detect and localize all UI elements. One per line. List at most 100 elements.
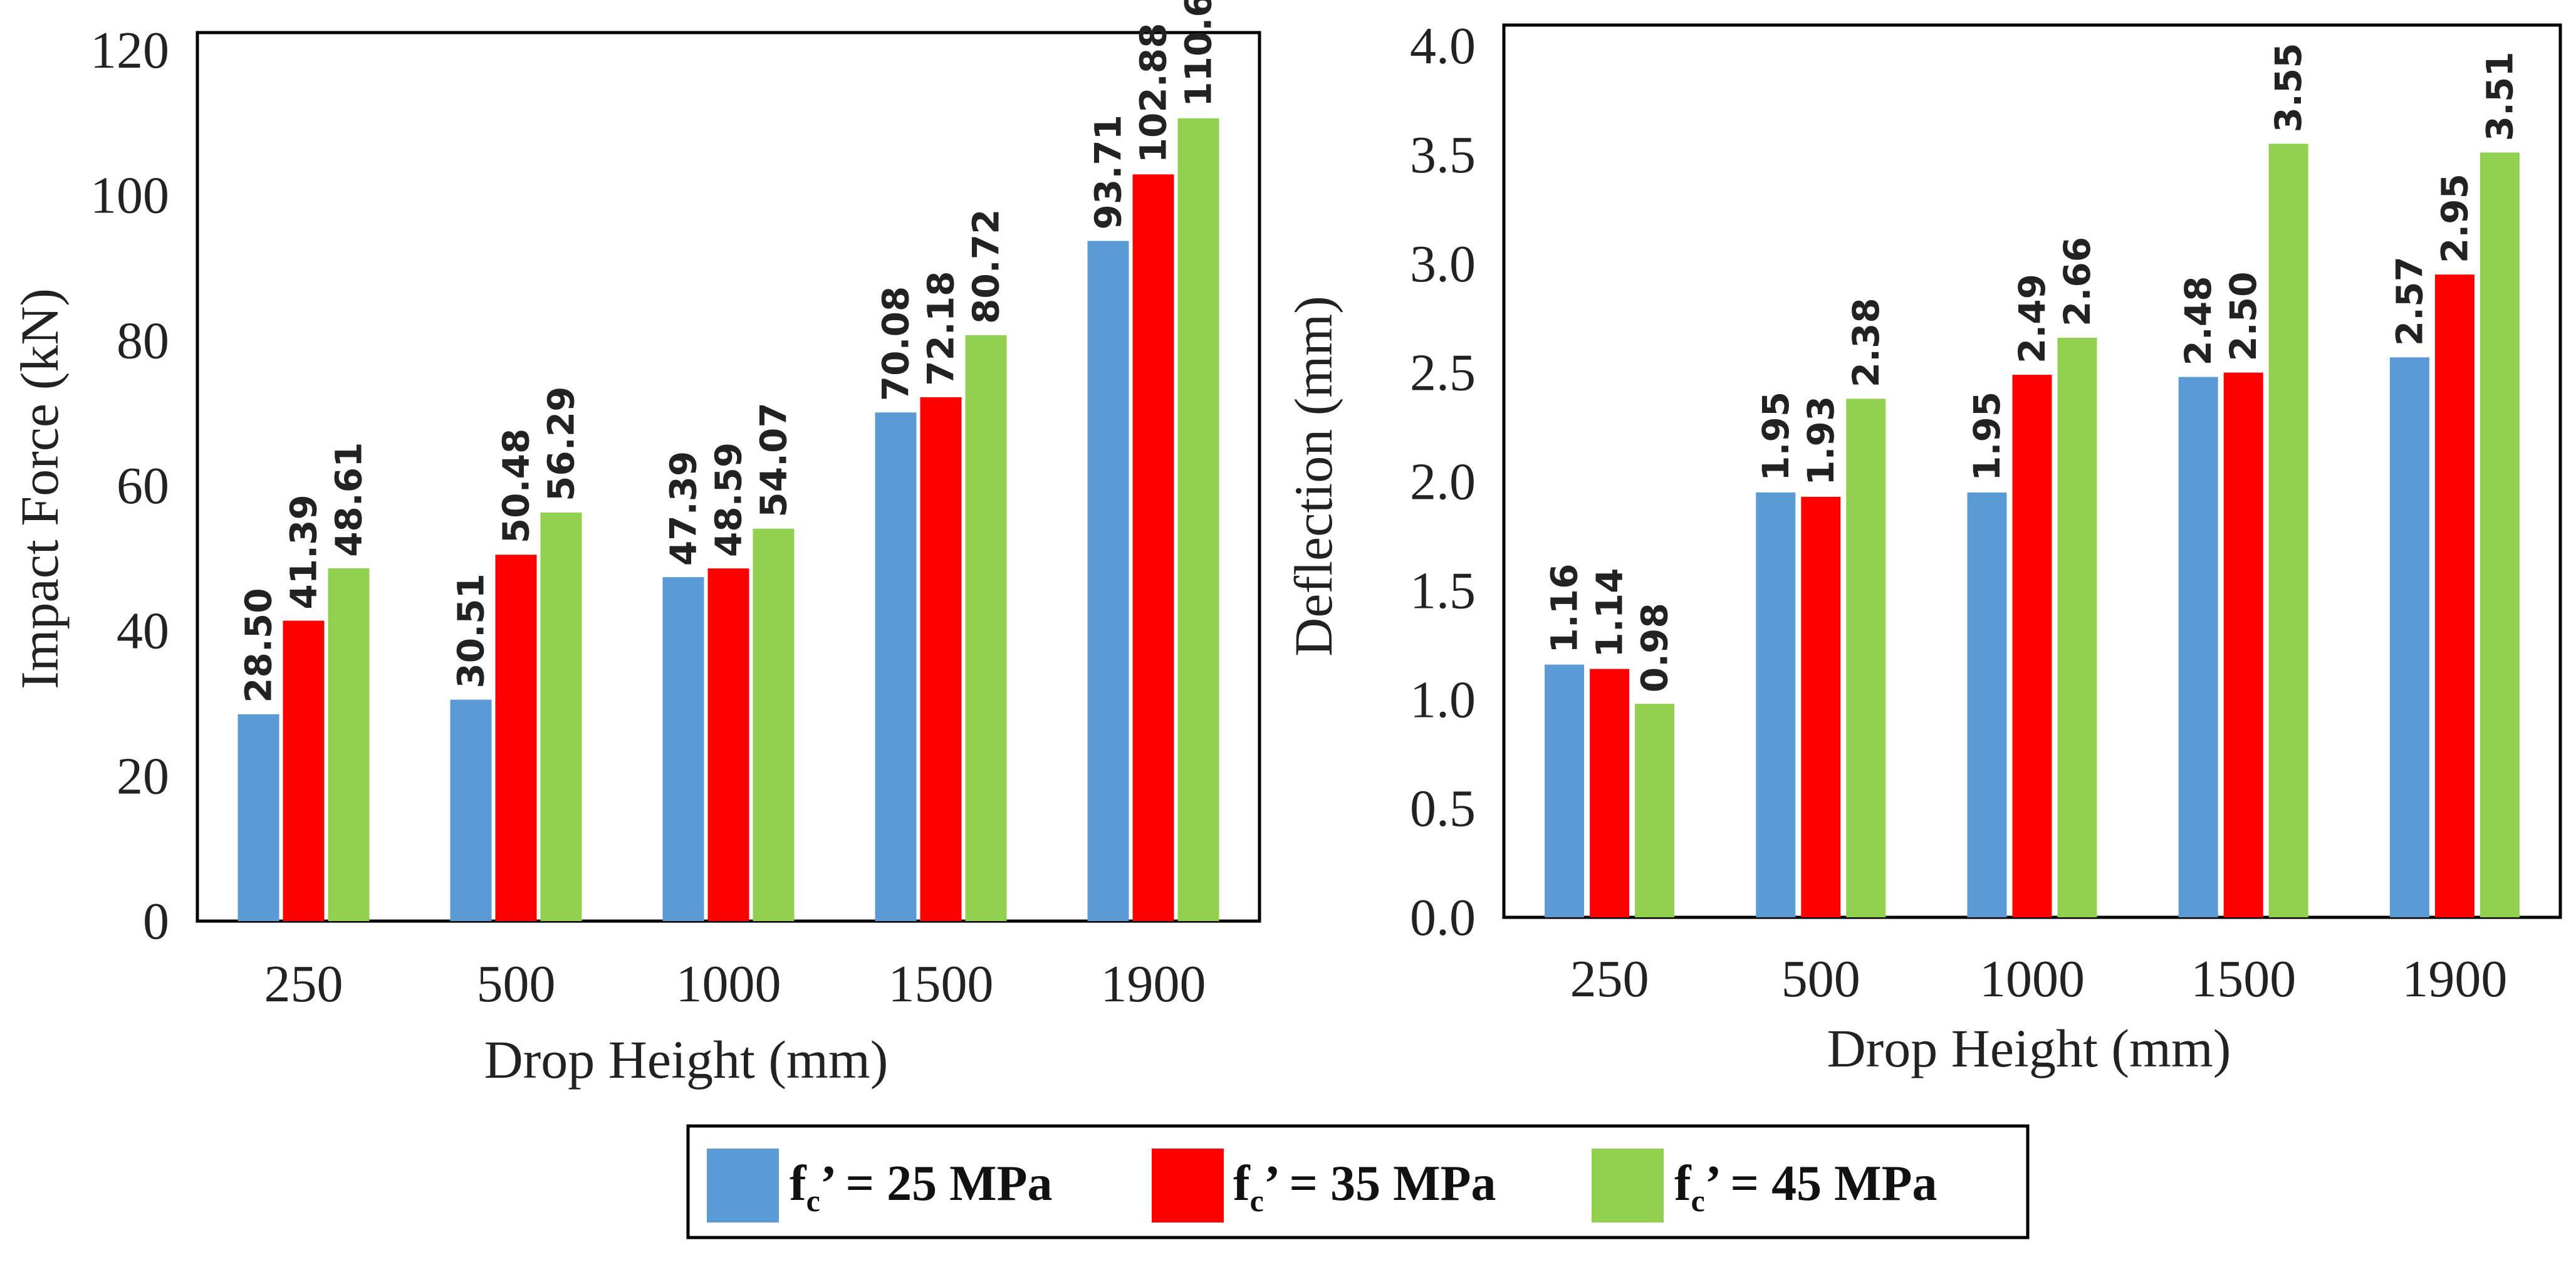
impact-data-label: 110.61: [1177, 0, 1220, 107]
deflection-data-label: 1.14: [1588, 568, 1631, 657]
deflection-data-label: 1.93: [1800, 396, 1842, 486]
legend-label-25mpa-base: f: [790, 1156, 807, 1211]
impact-data-label: 102.88: [1132, 23, 1175, 163]
deflection-x-ticks: 250 500 1000 1500 1900: [1570, 950, 2508, 1008]
legend-label-45mpa-sub: c: [1691, 1183, 1705, 1218]
deflection-bar: [1967, 492, 2007, 917]
impact-bar: [875, 412, 917, 921]
impact-bar: [328, 568, 370, 921]
legend-label-35mpa-base: f: [1233, 1156, 1251, 1211]
deflection-x-tick-label: 1000: [1979, 950, 2085, 1008]
legend-label-45mpa-rest: ’ = 45 MPa: [1705, 1156, 1937, 1211]
impact-x-tick-label: 1500: [889, 955, 994, 1013]
impact-x-axis-title: Drop Height (mm): [484, 1030, 889, 1090]
impact-bar: [540, 512, 582, 921]
impact-y-tick-label: 60: [117, 457, 169, 515]
impact-bar: [920, 397, 962, 921]
impact-bar: [1177, 118, 1219, 922]
impact-bar: [495, 555, 537, 921]
impact-data-label: 48.61: [328, 442, 370, 556]
impact-data-label: 93.71: [1087, 115, 1130, 229]
impact-y-tick-label: 20: [117, 747, 169, 805]
impact-data-label: 50.48: [495, 429, 538, 543]
deflection-data-label: 2.57: [2388, 256, 2431, 346]
impact-y-axis-title: Impact Force (kN): [9, 288, 70, 689]
deflection-data-label: 3.51: [2478, 51, 2521, 141]
impact-data-label: 72.18: [920, 271, 962, 385]
impact-x-tick-label: 500: [477, 955, 556, 1013]
deflection-bar: [2012, 375, 2052, 917]
deflection-data-label: 2.48: [2177, 276, 2219, 365]
impact-data-label: 56.29: [540, 387, 583, 501]
impact-bar: [707, 568, 749, 921]
impact-x-ticks: 250 500 1000 1500 1900: [264, 955, 1206, 1013]
impact-bar: [1087, 241, 1129, 921]
deflection-y-tick-label: 1.5: [1410, 561, 1476, 620]
legend-item-25mpa: fc’ = 25 MPa: [707, 1149, 1053, 1222]
deflection-bar: [1846, 399, 1886, 917]
deflection-data-label: 2.49: [2011, 274, 2053, 363]
legend-label-35mpa-sub: c: [1250, 1183, 1264, 1218]
impact-bar: [1132, 174, 1174, 922]
legend-label-25mpa-sub: c: [806, 1183, 820, 1218]
legend-label-25mpa: fc’ = 25 MPa: [790, 1156, 1053, 1218]
impact-data-label: 30.51: [450, 573, 493, 688]
deflection-x-axis-title: Drop Height (mm): [1827, 1018, 2231, 1078]
impact-y-ticks: 0 20 40 60 80 100 120: [90, 21, 169, 951]
impact-data-label: 48.59: [707, 442, 750, 557]
deflection-bar: [1545, 664, 1585, 917]
deflection-y-tick-label: 3.5: [1410, 126, 1476, 184]
deflection-x-tick-label: 250: [1570, 950, 1649, 1008]
deflection-chart: 0.0 0.5 1.0 1.5 2.0 2.5 3.0 3.5 4.0 1.16 1.14 0.98…: [1283, 17, 2562, 1078]
impact-y-tick-label: 120: [90, 21, 169, 80]
legend-label-45mpa: fc’ = 45 MPa: [1674, 1156, 1937, 1218]
deflection-x-tick-label: 500: [1781, 950, 1860, 1008]
legend-label-35mpa: fc’ = 35 MPa: [1233, 1156, 1496, 1218]
deflection-bar: [2389, 357, 2429, 917]
deflection-y-tick-label: 3.0: [1410, 235, 1476, 293]
deflection-y-ticks: 0.0 0.5 1.0 1.5 2.0 2.5 3.0 3.5 4.0: [1410, 17, 1476, 947]
deflection-x-tick-label: 1900: [2402, 950, 2507, 1008]
deflection-bar: [2057, 337, 2097, 917]
legend-item-35mpa: fc’ = 35 MPa: [1152, 1149, 1496, 1222]
deflection-bar: [2480, 152, 2520, 918]
deflection-bar: [1635, 704, 1675, 917]
deflection-y-tick-label: 0.5: [1410, 779, 1476, 838]
impact-data-label: 28.50: [237, 588, 280, 702]
legend: fc’ = 25 MPa fc’ = 35 MPa fc’ = 45 MPa: [686, 1124, 2030, 1239]
impact-data-label: 70.08: [875, 286, 917, 401]
legend-swatch-25mpa: [707, 1149, 779, 1222]
legend-item-45mpa: fc’ = 45 MPa: [1592, 1149, 1937, 1222]
impact-bar: [283, 620, 325, 921]
impact-data-label: 41.39: [283, 494, 325, 609]
impact-x-tick-label: 1000: [676, 955, 781, 1013]
legend-label-35mpa-rest: ’ = 35 MPa: [1264, 1156, 1496, 1211]
legend-swatch-35mpa: [1152, 1149, 1224, 1222]
impact-y-tick-label: 100: [90, 167, 169, 225]
deflection-y-tick-label: 0.0: [1410, 889, 1476, 947]
impact-bars: [237, 118, 1219, 922]
impact-data-label: 47.39: [662, 451, 705, 566]
deflection-data-label: 2.95: [2433, 174, 2476, 263]
deflection-bar: [2268, 143, 2308, 917]
deflection-y-tick-label: 2.5: [1410, 344, 1476, 402]
deflection-data-label: 1.16: [1543, 564, 1586, 654]
deflection-y-axis-title: Deflection (mm): [1283, 296, 1343, 657]
legend-label-45mpa-base: f: [1674, 1156, 1692, 1211]
deflection-data-label: 2.66: [2056, 237, 2099, 326]
impact-bar: [237, 714, 279, 921]
impact-bar: [753, 528, 795, 921]
deflection-y-tick-label: 4.0: [1410, 17, 1476, 75]
deflection-data-label: 0.98: [1634, 603, 1676, 692]
deflection-data-label: 1.95: [1755, 392, 1797, 481]
impact-bar: [965, 335, 1007, 921]
deflection-bar: [2434, 274, 2474, 918]
impact-bar: [662, 577, 704, 921]
deflection-data-label: 3.55: [2267, 43, 2310, 132]
legend-label-25mpa-rest: ’ = 25 MPa: [820, 1156, 1053, 1211]
impact-x-tick-label: 1900: [1101, 955, 1206, 1013]
impact-data-label: 54.07: [753, 402, 795, 517]
deflection-bar: [1801, 496, 1841, 917]
